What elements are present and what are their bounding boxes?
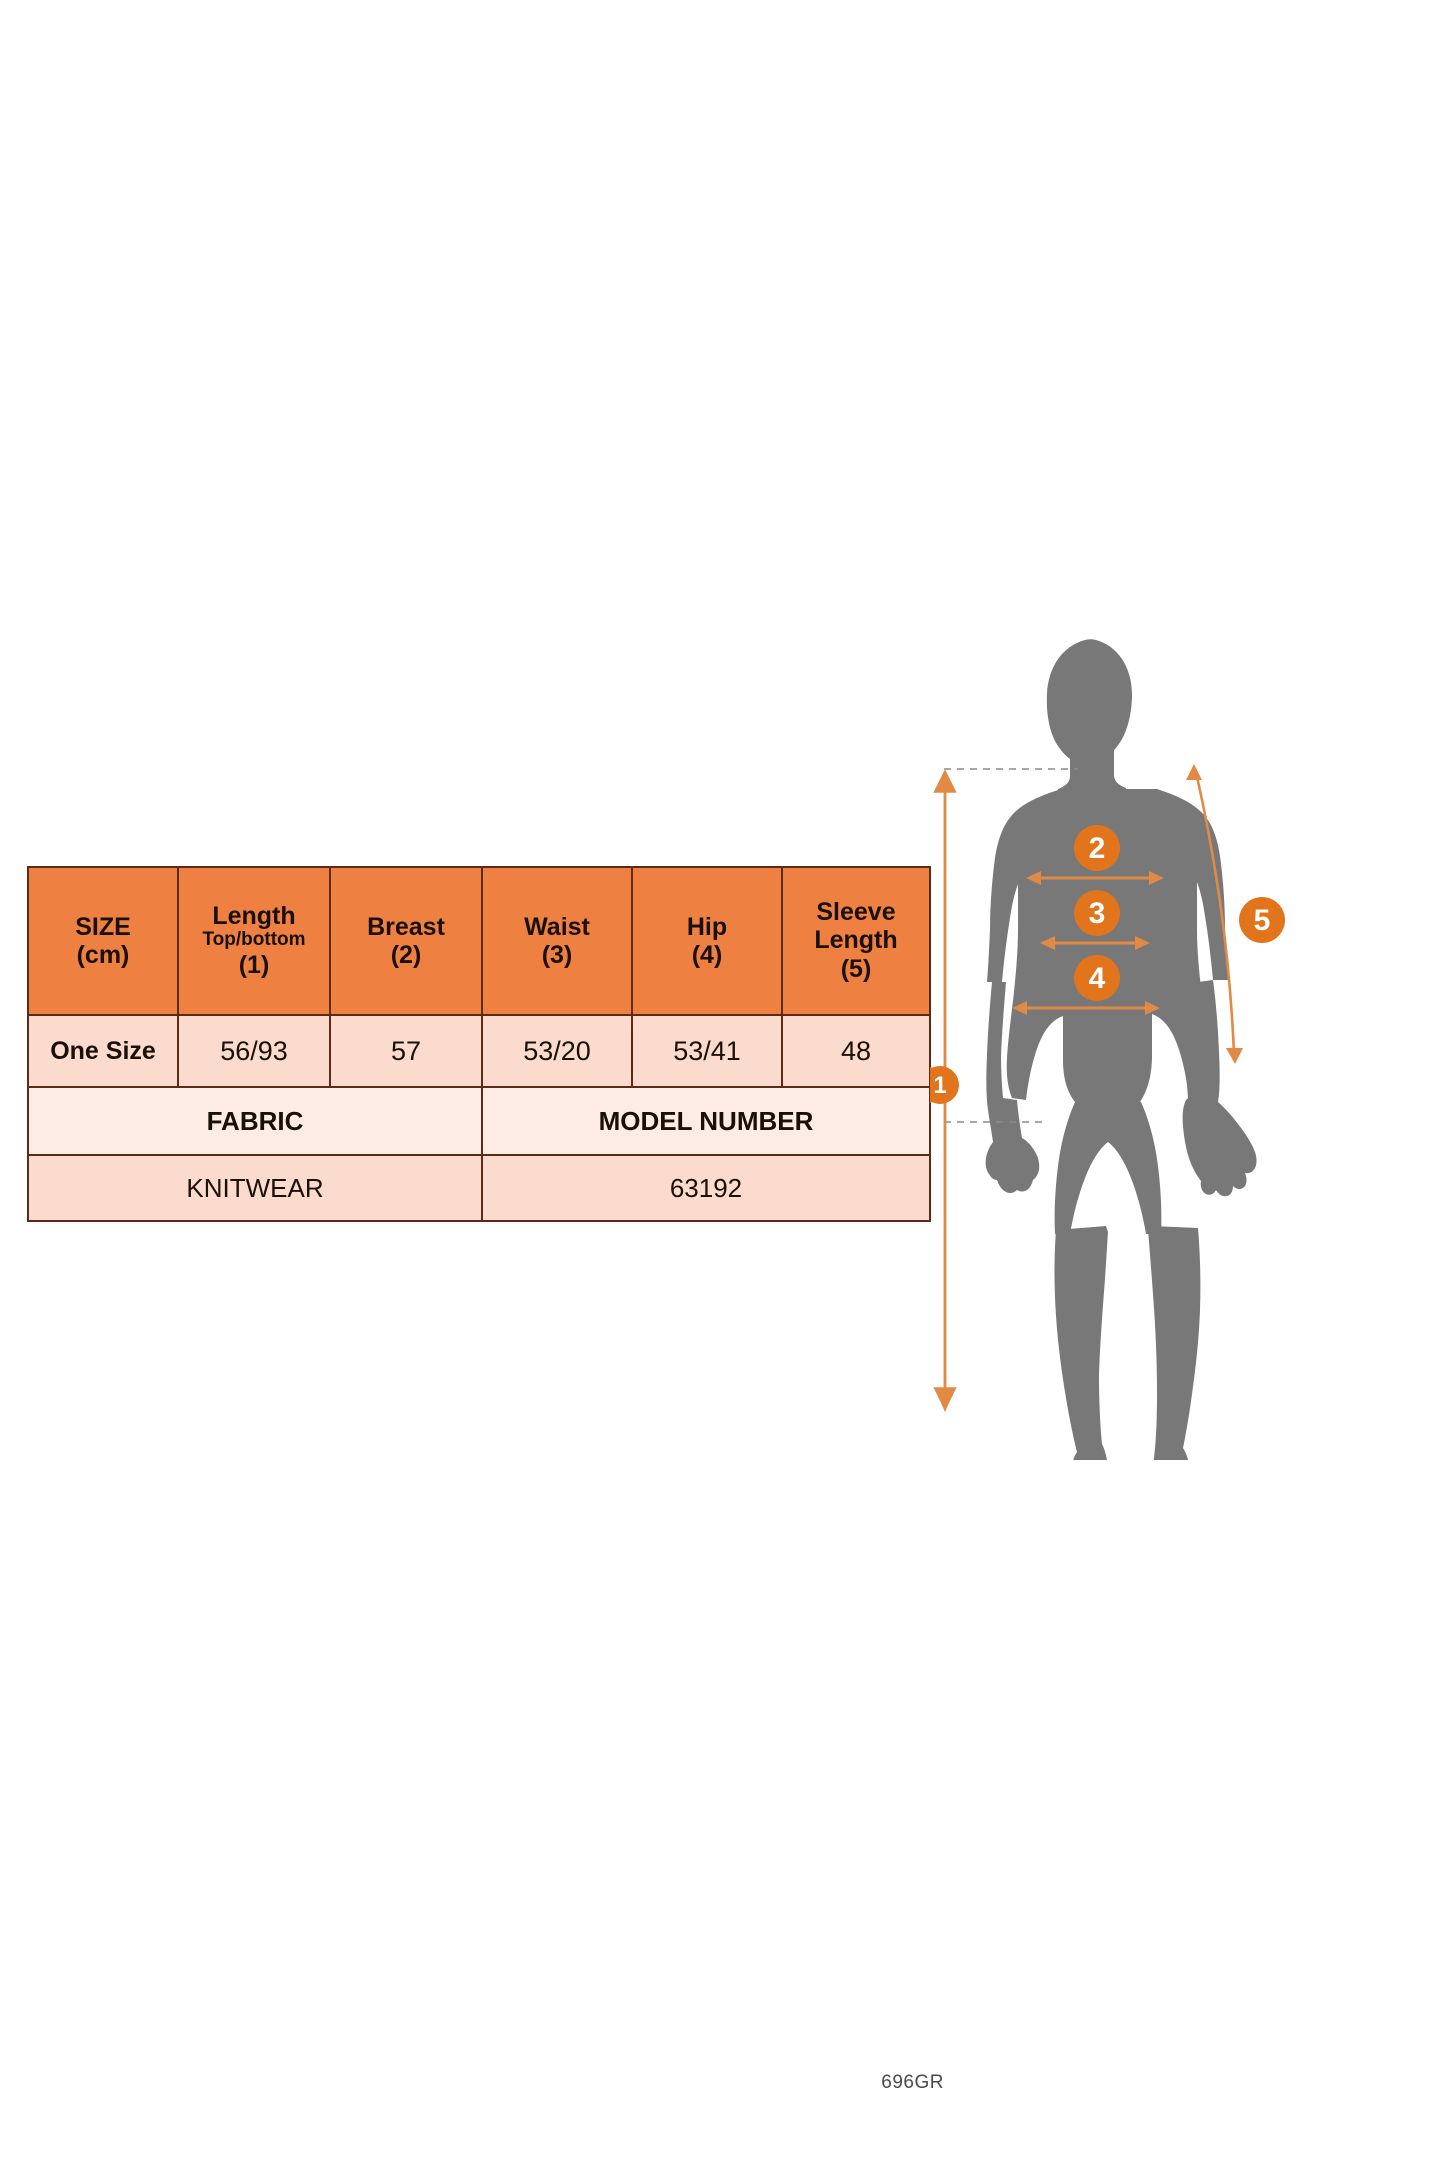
length-arrow-head-bottom [938, 1396, 952, 1412]
sleeve-measure-line [1194, 771, 1236, 1055]
marker-1-label-visible: 1 [933, 1072, 946, 1099]
marker-1-badge-visible: 1 [930, 1066, 959, 1104]
measurement-figure-panel: 1 1 2 3 4 5 [930, 630, 1350, 1460]
cell-length: 56/93 [177, 1014, 331, 1088]
column-header-waist-title: Waist [524, 912, 590, 941]
cell-fabric-label: FABRIC [27, 1086, 483, 1156]
marker-4-badge: 4 [1074, 955, 1120, 1001]
breast-arrow-head-left [1026, 871, 1041, 885]
column-header-breast-title: Breast [367, 912, 445, 941]
cell-model-label: MODEL NUMBER [481, 1086, 931, 1156]
marker-3-badge: 3 [1074, 890, 1120, 936]
column-header-breast: Breast (2) [329, 866, 483, 1016]
marker-4-label: 4 [1089, 962, 1106, 995]
breast-arrow-head-right [1149, 871, 1164, 885]
marker-2-label: 2 [1089, 832, 1106, 865]
marker-2-badge: 2 [1074, 825, 1120, 871]
column-header-size-title: SIZE [75, 912, 131, 941]
table-row-meta-values: KNITWEAR 63192 [27, 1154, 931, 1222]
cell-fabric-value: KNITWEAR [27, 1154, 483, 1222]
marker-3-label: 3 [1089, 897, 1106, 930]
column-header-breast-num: (2) [390, 940, 422, 969]
column-header-length-title: Length [212, 902, 296, 931]
cell-hip: 53/41 [631, 1014, 783, 1088]
waist-arrow-head-right [1135, 936, 1150, 950]
length-arrow-head-top [938, 770, 952, 785]
column-header-length-sub: Top/bottom [202, 929, 306, 951]
waist-arrow-head-left [1040, 936, 1055, 950]
column-header-waist: Waist (3) [481, 866, 633, 1016]
measurement-diagram: 1 1 2 3 4 5 [930, 639, 1285, 1460]
column-header-length: Length Top/bottom (1) [177, 866, 331, 1016]
column-header-sleeve-line1: Sleeve [816, 898, 896, 927]
cell-model-value: 63192 [481, 1154, 931, 1222]
sleeve-arrow-head-bottom [1226, 1048, 1243, 1064]
size-chart-table-container: SIZE (cm) Length Top/bottom (1) Breast (… [27, 866, 944, 2093]
column-header-hip-title: Hip [686, 912, 728, 941]
column-header-hip: Hip (4) [631, 866, 783, 1016]
style-code-label: 696GR [881, 2072, 944, 2093]
size-chart-table: SIZE (cm) Length Top/bottom (1) Breast (… [27, 866, 931, 1222]
sleeve-arrow-head-top [1186, 764, 1202, 780]
table-row-meta-headers: FABRIC MODEL NUMBER [27, 1086, 931, 1156]
column-header-sleeve-line2: Length [814, 926, 898, 955]
female-silhouette-icon [985, 639, 1257, 1460]
table-header: SIZE (cm) Length Top/bottom (1) Breast (… [27, 866, 931, 1016]
marker-5-label: 5 [1254, 904, 1271, 937]
column-header-waist-num: (3) [541, 940, 573, 969]
hip-arrow-head-right [1145, 1001, 1160, 1015]
cell-sleeve: 48 [781, 1014, 931, 1088]
column-header-size: SIZE (cm) [27, 866, 179, 1016]
column-header-sleeve-num: (5) [840, 955, 872, 983]
table-body: One Size 56/93 57 53/20 53/41 48 FABRIC … [27, 1014, 931, 1222]
cell-waist: 53/20 [481, 1014, 633, 1088]
table-header-row: SIZE (cm) Length Top/bottom (1) Breast (… [27, 866, 931, 1016]
column-header-hip-num: (4) [691, 940, 723, 969]
marker-5-badge: 5 [1239, 897, 1285, 943]
column-header-sleeve-length: Sleeve Length (5) [781, 866, 931, 1016]
table-row: One Size 56/93 57 53/20 53/41 48 [27, 1014, 931, 1088]
cell-size: One Size [27, 1014, 179, 1088]
cell-breast: 57 [329, 1014, 483, 1088]
column-header-size-unit: (cm) [76, 940, 130, 969]
column-header-length-num: (1) [238, 951, 270, 980]
hip-arrow-head-left [1012, 1001, 1027, 1015]
